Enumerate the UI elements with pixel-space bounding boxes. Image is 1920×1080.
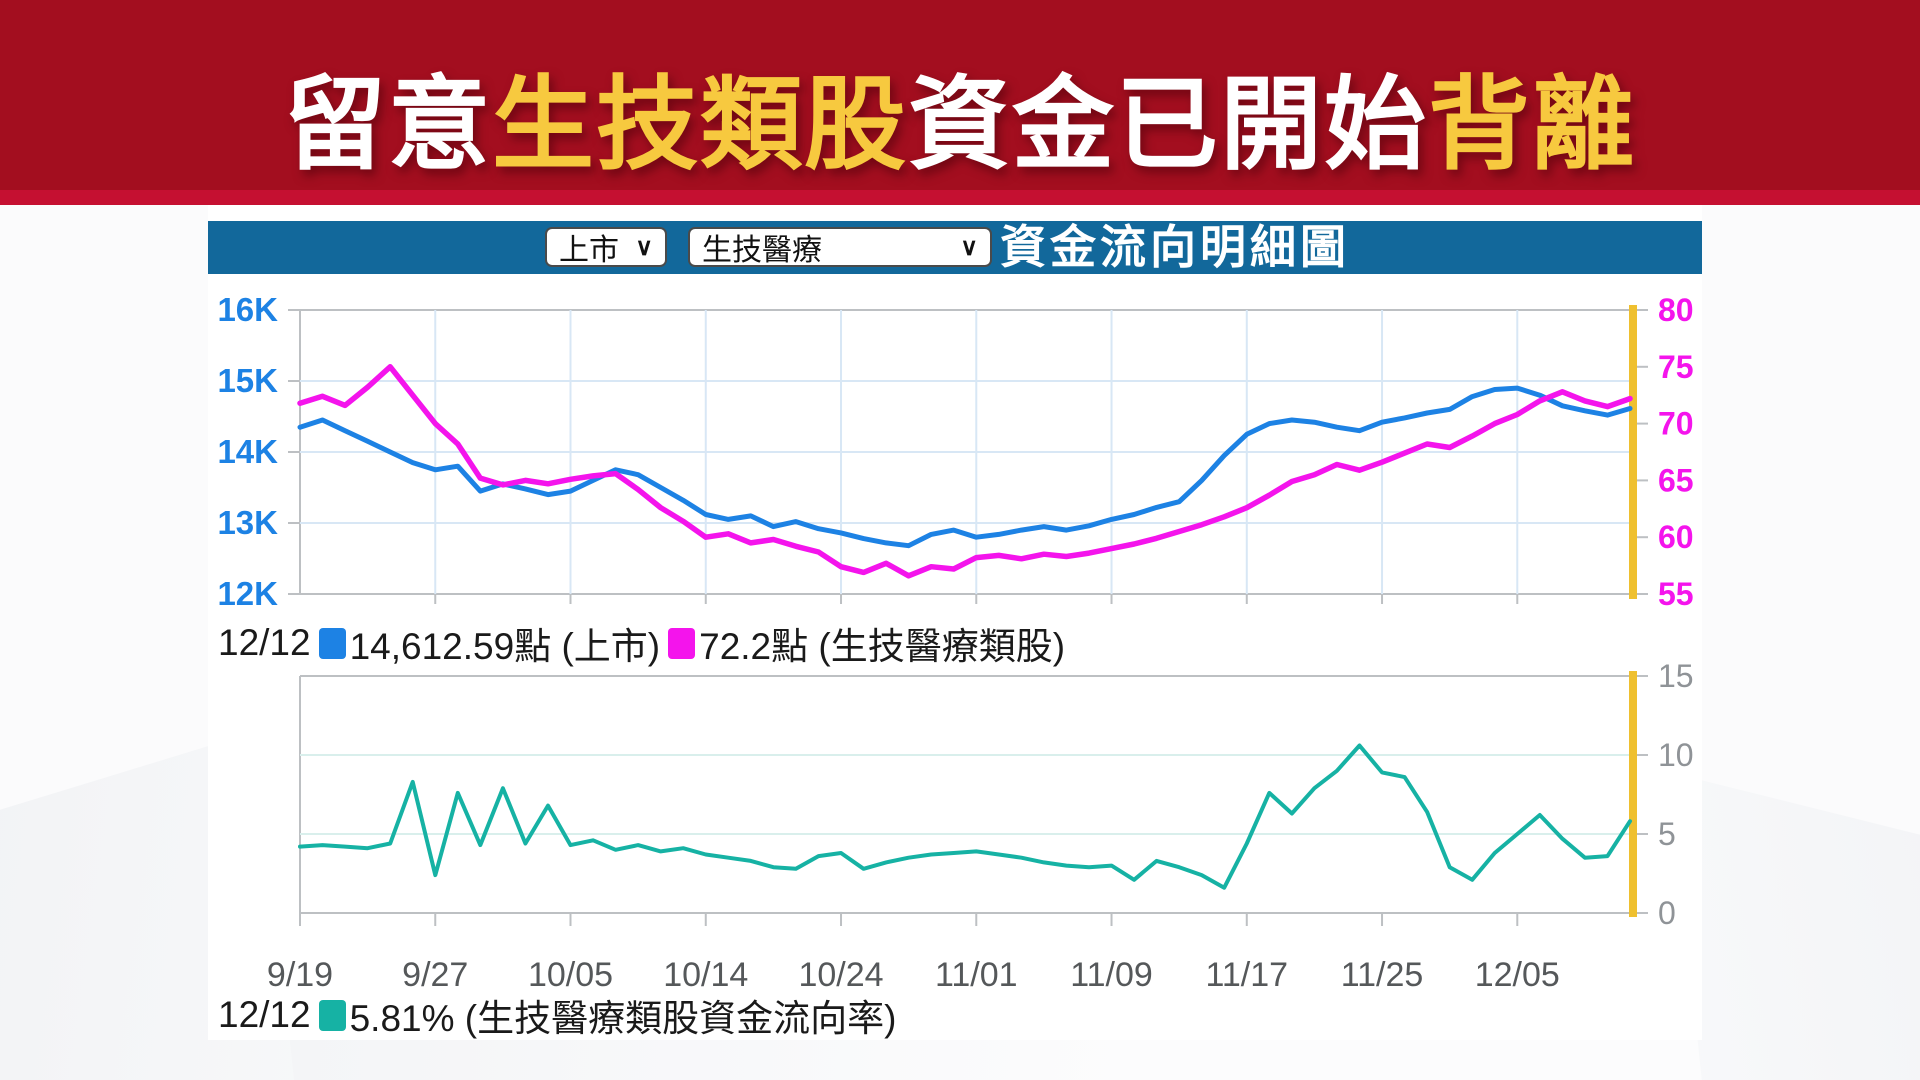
x-axis-label: 11/01 xyxy=(935,956,1018,994)
x-axis-label: 10/24 xyxy=(798,956,883,994)
x-axis-label: 11/17 xyxy=(1205,956,1288,994)
right-axis-label: 65 xyxy=(1658,462,1694,498)
x-axis-label: 11/25 xyxy=(1341,956,1424,994)
x-axis-label: 9/19 xyxy=(267,956,333,994)
legend-flow-value: 5.81% (生技醫療類股資金流向率) xyxy=(349,998,897,1039)
right-axis-label: 70 xyxy=(1658,406,1694,442)
right-axis-label: 55 xyxy=(1658,576,1694,612)
x-axis-label: 10/05 xyxy=(528,956,613,994)
banner-stripe xyxy=(0,190,1920,205)
chart-toolbar: 上市 ∨ 生技醫療 ∨ 資金流向明細圖 xyxy=(208,221,1702,274)
chart-title: 資金流向明細圖 xyxy=(1000,222,1350,273)
title-segment: 留意 xyxy=(284,68,492,182)
x-axis-label: 11/09 xyxy=(1070,956,1153,994)
legend-date: 12/12 xyxy=(218,994,311,1035)
left-axis-label: 14K xyxy=(217,433,278,470)
page-title: 留意生技類股資金已開始背離 xyxy=(284,74,1636,190)
title-segment: 生技類股 xyxy=(492,68,908,182)
charts-canvas: 16K 15K 14K 13K 12K 80 75 70 65 60 55 15… xyxy=(217,291,1694,994)
right-axis-label: 0 xyxy=(1658,895,1676,931)
chevron-down-icon: ∨ xyxy=(960,233,978,261)
left-axis-label: 13K xyxy=(217,504,278,541)
legend-swatch-teal xyxy=(318,999,346,1031)
legend-date: 12/12 xyxy=(218,622,311,663)
title-segment: 資金已開始 xyxy=(908,68,1428,182)
bottom-chart-legend: 12/12 5.81% (生技醫療類股資金流向率) xyxy=(218,988,896,1042)
right-axis-label: 5 xyxy=(1658,816,1676,852)
chart-panel: 上市 ∨ 生技醫療 ∨ 資金流向明細圖 16K 15K 14K 13K 12K … xyxy=(208,205,1702,1040)
right-axis-label: 75 xyxy=(1658,349,1694,385)
left-axis-label: 12K xyxy=(217,575,278,612)
legend-swatch-magenta xyxy=(668,627,696,659)
right-axis-label: 80 xyxy=(1658,292,1694,328)
left-axis-label: 15K xyxy=(217,362,278,399)
right-axis-label: 15 xyxy=(1658,658,1694,694)
sector-select[interactable]: 生技醫療 ∨ xyxy=(688,227,992,267)
sector-select-value: 生技醫療 xyxy=(702,234,822,267)
legend-index-value: 14,612.59點 (上市) xyxy=(349,626,661,667)
top-chart-legend: 12/12 14,612.59點 (上市) 72.2點 (生技醫療類股) xyxy=(218,616,1065,670)
x-axis-label: 9/27 xyxy=(402,956,468,994)
left-axis-label: 16K xyxy=(217,291,278,328)
legend-swatch-blue xyxy=(318,627,346,659)
legend-sector-value: 72.2點 (生技醫療類股) xyxy=(699,626,1066,667)
title-banner: 留意生技類股資金已開始背離 xyxy=(0,0,1920,190)
market-select[interactable]: 上市 ∨ xyxy=(545,227,667,267)
x-axis-label: 12/05 xyxy=(1475,956,1560,994)
right-axis-label: 10 xyxy=(1658,737,1694,773)
chevron-down-icon: ∨ xyxy=(635,233,653,261)
market-select-value: 上市 xyxy=(559,234,619,267)
right-axis-label: 60 xyxy=(1658,519,1694,555)
x-axis-label: 10/14 xyxy=(663,956,748,994)
title-segment: 背離 xyxy=(1428,68,1636,182)
